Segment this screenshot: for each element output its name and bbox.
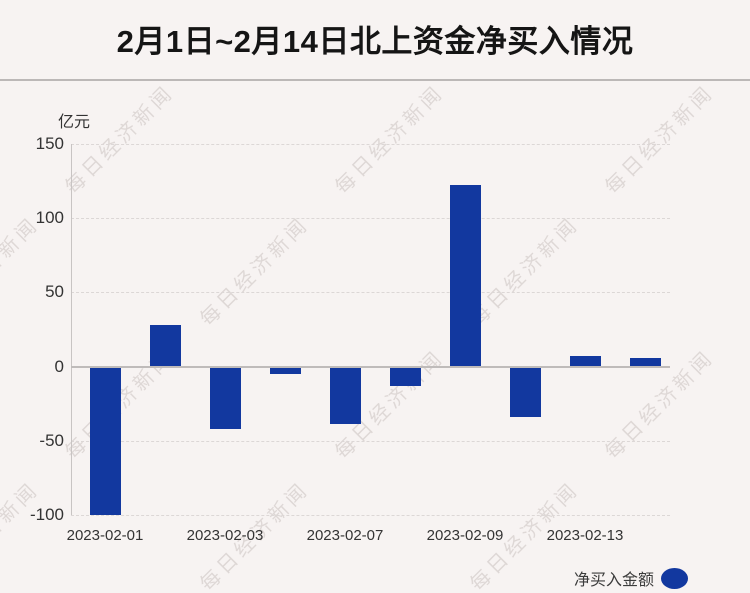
x-tick-label: 2023-02-01 [66, 527, 144, 544]
bar-2023-02-06 [269, 366, 301, 374]
watermark: 每日经济新闻 [196, 213, 314, 331]
y-axis-line [71, 143, 72, 516]
bar-2023-02-07 [329, 366, 361, 425]
x-tick-label: 2023-02-13 [546, 527, 624, 544]
bar-2023-02-14 [629, 357, 661, 367]
bar-2023-02-01 [89, 366, 121, 516]
x-tick-label: 2023-02-07 [306, 527, 384, 544]
zero-axis-line [71, 365, 670, 368]
gridline [71, 292, 670, 294]
bar-2023-02-09 [449, 185, 481, 367]
x-tick-label: 2023-02-03 [186, 527, 264, 544]
watermark: 每日经济新闻 [601, 81, 719, 199]
watermark: 每日经济新闻 [331, 81, 449, 199]
bar-2023-02-03 [209, 366, 241, 429]
chart-area: 每日经济新闻 每日经济新闻 每日经济新闻 每日经济新闻 每日经济新闻 每日经济新闻 每日经济… [0, 81, 750, 593]
bar-2023-02-08 [389, 366, 421, 386]
legend-marker-dot [661, 567, 688, 589]
chart-title: 2月1日~2月14日北上资金净买入情况 [116, 24, 634, 59]
bar-2023-02-13 [569, 356, 601, 367]
bar-2023-02-10 [509, 366, 541, 418]
gridline [71, 440, 670, 442]
gridline [71, 515, 670, 517]
y-tick-label: 0 [54, 356, 64, 376]
y-tick-label: -100 [29, 505, 64, 525]
y-tick-label: 50 [45, 282, 64, 302]
title-separator [0, 79, 750, 81]
bar-2023-02-02 [149, 324, 181, 367]
gridline [71, 217, 670, 219]
y-axis-unit-label: 亿元 [58, 114, 91, 131]
y-tick-label: -50 [39, 430, 64, 450]
x-tick-label: 2023-02-09 [426, 527, 504, 544]
y-tick-label: 100 [35, 207, 64, 227]
chart-legend: 净买入金额 [574, 566, 688, 590]
watermark: 每日经济新闻 [601, 346, 719, 464]
legend-label: 净买入金额 [573, 572, 654, 589]
gridline [71, 143, 670, 145]
y-tick-label: 150 [35, 133, 64, 153]
